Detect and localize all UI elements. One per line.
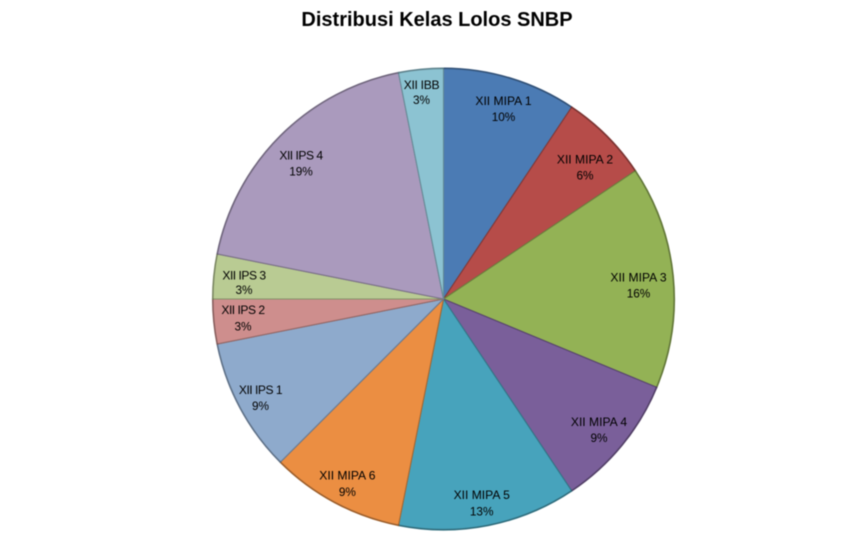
svg-text:19%: 19% xyxy=(289,165,313,179)
svg-text:10%: 10% xyxy=(492,110,516,124)
svg-text:XII IPS 2: XII IPS 2 xyxy=(221,303,265,317)
svg-text:XII IPS 4: XII IPS 4 xyxy=(279,149,323,163)
svg-text:XII MIPA 3: XII MIPA 3 xyxy=(610,271,667,285)
svg-text:9%: 9% xyxy=(590,431,608,445)
svg-text:XII IBB: XII IBB xyxy=(404,78,440,92)
svg-text:XII MIPA 5: XII MIPA 5 xyxy=(454,488,511,502)
svg-text:XII MIPA 2: XII MIPA 2 xyxy=(557,153,614,167)
svg-text:XII MIPA 1: XII MIPA 1 xyxy=(475,94,532,108)
svg-text:9%: 9% xyxy=(339,485,357,499)
svg-text:XII MIPA 4: XII MIPA 4 xyxy=(571,415,628,429)
svg-text:3%: 3% xyxy=(413,93,431,107)
svg-text:XII IPS 3: XII IPS 3 xyxy=(222,269,266,283)
svg-text:6%: 6% xyxy=(576,169,594,183)
svg-text:16%: 16% xyxy=(627,287,651,301)
svg-text:9%: 9% xyxy=(252,399,270,413)
svg-text:3%: 3% xyxy=(234,320,252,334)
svg-text:XII IPS 1: XII IPS 1 xyxy=(239,383,283,397)
svg-text:3%: 3% xyxy=(235,283,253,297)
svg-text:13%: 13% xyxy=(470,504,494,518)
svg-text:XII MIPA 6: XII MIPA 6 xyxy=(319,469,376,483)
